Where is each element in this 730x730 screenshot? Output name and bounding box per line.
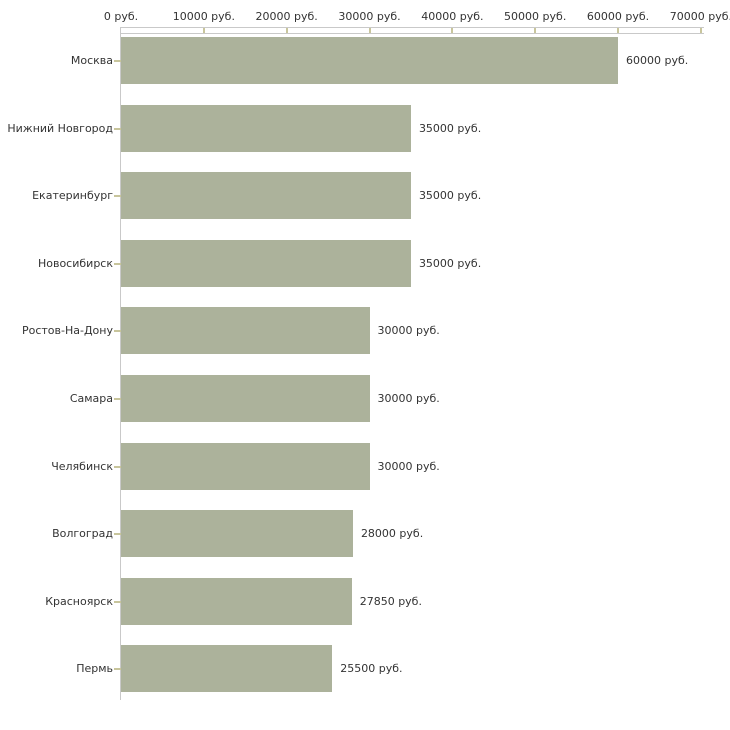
x-axis-tick	[451, 27, 454, 34]
bar	[121, 37, 619, 84]
x-axis-line	[121, 27, 704, 34]
category-tick	[114, 195, 121, 198]
bar-value-label: 35000 руб.	[418, 256, 482, 270]
bar-row: Москва 60000 руб.	[0, 37, 730, 84]
category-label: Нижний Новгород	[7, 121, 113, 135]
category-tick	[114, 600, 121, 603]
bar-row: Красноярск 27850 руб.	[0, 577, 730, 625]
category-label: Пермь	[76, 662, 113, 676]
bar-value-label: 30000 руб.	[377, 392, 440, 405]
bar-value-label: 30000 руб.	[377, 459, 440, 473]
x-axis-tick-label: 50000 руб.	[504, 10, 567, 23]
bar-row: Пермь 25500 руб.	[0, 645, 730, 693]
bar-row: Новосибирск 35000 руб.	[0, 239, 730, 287]
y-axis-line	[120, 27, 121, 700]
x-axis-tick-label: 60000 руб.	[586, 10, 650, 23]
bar-value-label: 25500 руб.	[340, 662, 403, 676]
category-label: Москва	[70, 54, 113, 67]
x-axis-tick	[534, 27, 537, 34]
bar-value-label: 35000 руб.	[418, 189, 482, 203]
bar	[121, 104, 411, 152]
bar-value-label: 27850 руб.	[359, 594, 422, 608]
bar	[121, 239, 411, 287]
category-label: Ростов-На-Дону	[21, 324, 113, 338]
bar-value-label: 35000 руб.	[418, 121, 482, 135]
category-tick	[114, 60, 121, 62]
category-tick	[114, 465, 121, 468]
x-axis-tick-label: 30000 руб.	[338, 10, 401, 23]
category-label: Новосибирск	[37, 256, 113, 270]
x-axis-tick-label: 20000 руб.	[255, 10, 318, 23]
bar-value-label: 60000 руб.	[626, 54, 689, 67]
bar-row: Нижний Новгород 35000 руб.	[0, 104, 730, 152]
bar	[121, 442, 370, 490]
bar	[121, 510, 353, 558]
x-axis-tick-label: 0 руб.	[103, 10, 139, 23]
category-label: Екатеринбург	[32, 189, 113, 203]
x-axis-tick-label: 70000 руб.	[669, 10, 730, 23]
bar	[121, 172, 411, 220]
x-axis-tick-label: 40000 руб.	[421, 10, 484, 23]
bar	[121, 577, 352, 625]
category-label: Волгоград	[52, 527, 113, 541]
x-axis-tick-label: 10000 руб.	[172, 10, 235, 23]
category-tick	[114, 668, 121, 671]
category-tick	[114, 398, 121, 400]
x-axis-tick	[202, 27, 205, 34]
bar	[121, 307, 370, 355]
bar-row: Самара 30000 руб.	[0, 375, 730, 422]
category-tick	[114, 262, 121, 265]
category-tick	[114, 330, 121, 333]
bar	[121, 375, 370, 422]
category-tick	[114, 127, 121, 130]
bar-row: Волгоград 28000 руб.	[0, 510, 730, 558]
bar-value-label: 30000 руб.	[377, 324, 440, 338]
bar-value-label: 28000 руб.	[360, 527, 424, 541]
bar-row: Ростов-На-Дону 30000 руб.	[0, 307, 730, 355]
x-axis-tick	[368, 27, 371, 34]
x-axis-tick	[617, 27, 620, 34]
category-label: Красноярск	[45, 594, 113, 608]
bar-row: Екатеринбург 35000 руб.	[0, 172, 730, 220]
x-axis-tick	[285, 27, 288, 34]
category-label: Самара	[69, 392, 113, 405]
category-label: Челябинск	[51, 459, 113, 473]
bar	[121, 645, 333, 693]
bar-row: Челябинск 30000 руб.	[0, 442, 730, 490]
category-tick	[114, 533, 121, 536]
x-axis-tick	[699, 27, 702, 34]
